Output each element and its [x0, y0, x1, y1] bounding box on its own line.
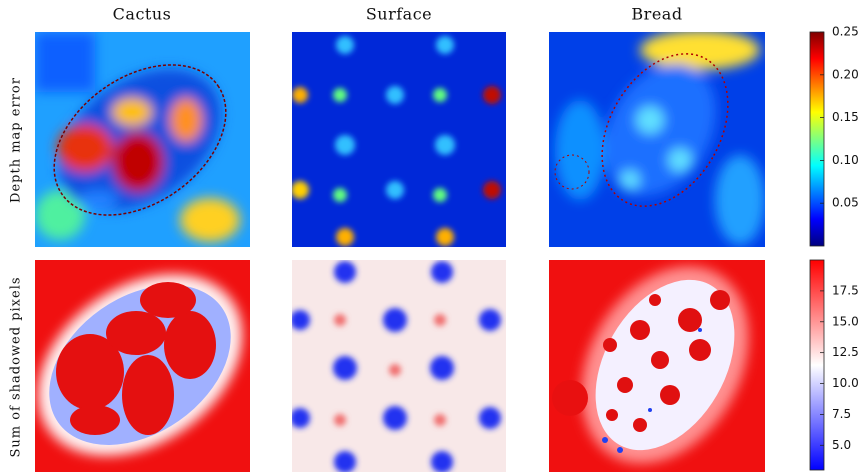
tick-label: 12.5 — [832, 345, 858, 359]
heatmap — [549, 32, 765, 247]
tick-label: 0.15 — [832, 110, 858, 124]
heatmap — [549, 260, 765, 472]
tick-label: 10.0 — [832, 376, 858, 390]
column-title: Bread — [631, 5, 682, 24]
row-label: Depth map error — [9, 77, 24, 203]
tick-label: 0.10 — [832, 153, 858, 167]
tick-label: 15.0 — [832, 314, 858, 328]
row-label: Sum of shadowed pixels — [9, 276, 24, 457]
tick-label: 17.5 — [832, 283, 858, 297]
heatmap — [35, 32, 250, 247]
colorbar — [809, 31, 825, 247]
tick-label: 7.5 — [832, 407, 851, 421]
column-title: Cactus — [113, 5, 172, 24]
column-title: Surface — [366, 5, 432, 24]
tick-label: 0.05 — [832, 196, 858, 210]
heatmap — [292, 32, 506, 247]
colorbars: 0.05 0.10 0.15 0.20 0.25 5.0 7.5 10.0 12.5 15.0 17… — [809, 25, 858, 471]
tick-label: 0.20 — [832, 67, 858, 81]
tick-label: 5.0 — [832, 438, 851, 452]
colorbar — [809, 259, 825, 471]
heatmap — [35, 260, 250, 472]
tick-label: 0.25 — [832, 25, 858, 39]
heatmap — [292, 260, 506, 472]
